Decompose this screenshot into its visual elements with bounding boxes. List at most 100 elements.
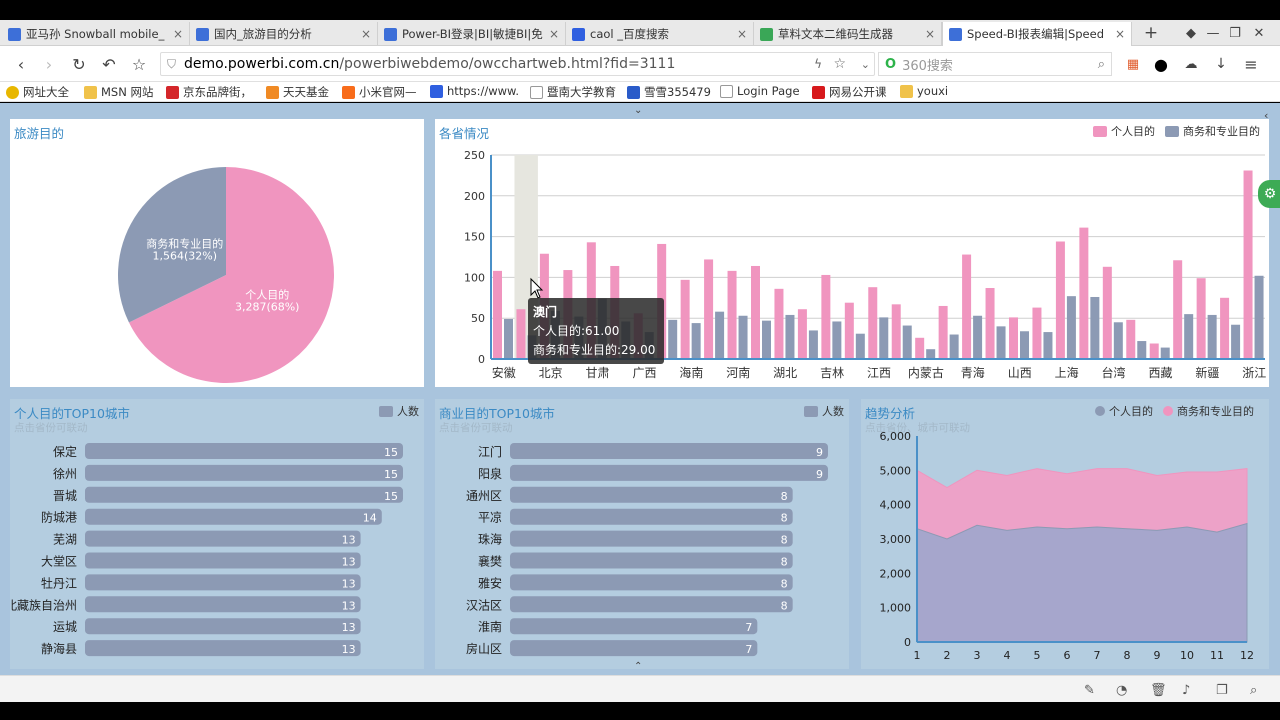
tab-4[interactable]: caol _百度搜索 × — [566, 22, 754, 46]
forward-icon[interactable]: › — [45, 54, 53, 74]
shirt-icon[interactable]: ◆ — [1186, 25, 1196, 41]
bar[interactable] — [85, 618, 361, 635]
bar[interactable] — [85, 486, 403, 503]
bar[interactable] — [85, 464, 403, 481]
bar[interactable] — [510, 508, 793, 525]
bar[interactable] — [774, 288, 784, 359]
bar[interactable] — [504, 319, 513, 359]
bar[interactable] — [949, 334, 959, 359]
bar[interactable] — [855, 333, 865, 359]
bar[interactable] — [879, 317, 889, 359]
collapse-down-icon[interactable]: ⌃ — [634, 661, 643, 672]
bar[interactable] — [85, 530, 361, 547]
new-tab-icon[interactable]: + — [1143, 23, 1159, 43]
bookmark-item[interactable]: Login Page — [720, 84, 800, 98]
bar[interactable] — [704, 259, 714, 359]
ring-icon[interactable]: ● — [1154, 54, 1168, 74]
bar[interactable] — [1090, 296, 1100, 359]
bookmark-item[interactable]: 京东品牌街， — [166, 84, 252, 100]
bar[interactable] — [1184, 314, 1194, 359]
bar[interactable] — [926, 349, 936, 359]
menu-icon[interactable]: ≡ — [1244, 54, 1258, 74]
close-icon[interactable]: × — [1114, 27, 1125, 41]
bar[interactable] — [1149, 343, 1159, 359]
bookmark-item[interactable]: https://www. — [430, 84, 519, 98]
bookmark-item[interactable]: MSN 网站 — [84, 84, 153, 100]
bar[interactable] — [821, 274, 831, 359]
tab-1[interactable]: 亚马孙 Snowball mobile_ × — [2, 22, 190, 46]
speaker-icon[interactable]: ♪ — [1182, 683, 1191, 698]
collapse-side-icon[interactable]: ‹ — [1264, 109, 1269, 122]
top-business-legend[interactable]: 人数 — [804, 403, 844, 419]
bar[interactable] — [1032, 307, 1042, 359]
bar[interactable] — [1207, 314, 1217, 359]
lightning-icon[interactable]: ϟ — [814, 57, 822, 71]
close-icon[interactable]: × — [736, 27, 747, 41]
download-icon[interactable]: ↓ — [1215, 56, 1227, 72]
bar[interactable] — [808, 330, 818, 359]
bar[interactable] — [738, 315, 748, 359]
trash-icon[interactable]: 🗑 — [1150, 683, 1167, 698]
close-icon[interactable]: × — [172, 27, 183, 41]
bar[interactable] — [1102, 266, 1112, 359]
bar[interactable] — [715, 311, 725, 359]
top-personal-legend[interactable]: 人数 — [379, 403, 419, 419]
tab-5[interactable]: 草料文本二维码生成器 × — [754, 22, 942, 46]
bar[interactable] — [85, 508, 382, 525]
close-icon[interactable]: × — [360, 27, 371, 41]
bookmark-item[interactable]: youxi — [900, 84, 948, 98]
pie-slice[interactable] — [128, 167, 334, 383]
star-icon[interactable]: ☆ — [131, 54, 147, 74]
bar[interactable] — [493, 270, 502, 359]
url-input[interactable]: ⛉ demo.powerbi.com.cn/powerbiwebdemo/owc… — [160, 52, 875, 76]
bar[interactable] — [973, 315, 983, 359]
bar[interactable] — [1160, 347, 1170, 359]
bar[interactable] — [516, 309, 526, 359]
bar[interactable] — [785, 314, 795, 359]
bar[interactable] — [891, 304, 901, 359]
bar[interactable] — [510, 464, 828, 481]
cloud-icon[interactable]: ☁ — [1184, 56, 1198, 72]
bar[interactable] — [1196, 278, 1206, 359]
close-icon[interactable]: × — [924, 27, 935, 41]
bookmark-item[interactable]: 网址大全 — [6, 84, 69, 100]
pie-slice[interactable] — [117, 167, 226, 323]
bookmark-star-icon[interactable]: ☆ — [833, 56, 846, 72]
bar[interactable] — [1055, 241, 1065, 359]
bar[interactable] — [1009, 317, 1018, 359]
bookmark-item[interactable]: 小米官网— — [342, 84, 417, 100]
collapse-up-icon[interactable]: ⌄ — [634, 105, 643, 116]
bar[interactable] — [668, 319, 678, 359]
bar[interactable] — [868, 287, 878, 359]
top-personal-bar-chart[interactable]: 保定 15 徐州 15 晋城 15 防城港 14 芜湖 13 大堂区 13 牡丹江 13 海北藏族自治州 13… — [10, 399, 424, 669]
top-business-bar-chart[interactable]: 江门 9 阳泉 9 通州区 8 平凉 8 珠海 8 襄樊 8 雅安 8 汉沽区 8 淮南 7 房山区 7 — [435, 399, 849, 669]
bar[interactable] — [1113, 322, 1123, 359]
bar[interactable] — [751, 265, 760, 359]
bar[interactable] — [727, 270, 737, 359]
bar[interactable] — [510, 618, 758, 635]
bar[interactable] — [510, 640, 758, 657]
window-icon[interactable]: ❐ — [1216, 683, 1228, 698]
bar[interactable] — [1173, 260, 1183, 359]
back-icon[interactable]: ‹ — [17, 54, 25, 74]
province-legend[interactable]: 个人目的 商务和专业目的 — [1093, 123, 1260, 139]
bar[interactable] — [85, 640, 361, 657]
tab-2[interactable]: 国内_旅游目的分析 × — [190, 22, 378, 46]
window-close-icon[interactable]: ✕ — [1253, 25, 1265, 41]
bookmark-item[interactable]: 网易公开课 — [812, 84, 887, 100]
bar[interactable] — [985, 288, 995, 359]
bar[interactable] — [1126, 319, 1136, 359]
bar[interactable] — [1137, 341, 1147, 359]
tab-6-active[interactable]: Speed-BI报表编辑|Speed × — [942, 22, 1132, 46]
bar[interactable] — [85, 552, 361, 569]
tab-3[interactable]: Power-BI登录|BI|敏捷BI|免 × — [378, 22, 566, 46]
bar[interactable] — [691, 323, 701, 359]
bar[interactable] — [762, 320, 771, 359]
bar[interactable] — [1043, 332, 1053, 359]
bar[interactable] — [1066, 296, 1076, 359]
trend-legend[interactable]: 个人目的 商务和专业目的 — [1095, 403, 1254, 419]
bar[interactable] — [938, 305, 948, 359]
zoom-icon[interactable]: ⌕ — [1250, 683, 1258, 698]
restore-icon[interactable]: ❐ — [1229, 25, 1241, 41]
